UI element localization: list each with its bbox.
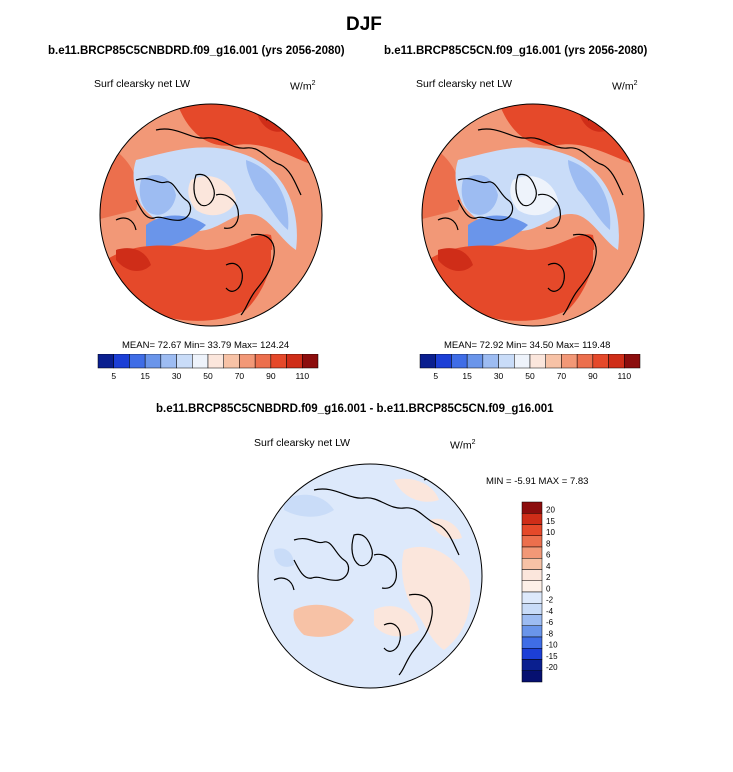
diff-colorbar-swatch bbox=[521, 636, 543, 649]
diff-colorbar-tick-label: -2 bbox=[546, 596, 554, 605]
diff-colorbar-tick-label: -15 bbox=[546, 652, 558, 661]
colorbar-swatch bbox=[286, 354, 303, 369]
panel-1-stats: MEAN= 72.67 Min= 33.79 Max= 124.24 bbox=[122, 340, 290, 351]
diff-colorbar-tick-label: 20 bbox=[546, 506, 555, 515]
panel-2-variable-label: Surf clearsky net LW bbox=[416, 78, 513, 90]
diff-colorbar-tick-label: 2 bbox=[546, 573, 551, 582]
diff-colorbar-tick-label: 8 bbox=[546, 539, 551, 548]
colorbar-swatch bbox=[592, 354, 609, 369]
colorbar-swatch bbox=[529, 354, 546, 369]
colorbar-swatch bbox=[160, 354, 177, 369]
diff-colorbar-swatch bbox=[521, 670, 543, 683]
colorbar-swatch bbox=[254, 354, 272, 369]
colorbar-swatch bbox=[466, 354, 484, 369]
colorbar-swatch bbox=[192, 354, 209, 369]
colorbar-swatch bbox=[176, 354, 193, 369]
colorbar-swatch bbox=[624, 354, 641, 369]
diff-units: W/m2 bbox=[450, 439, 476, 452]
colorbar-tick-label: 90 bbox=[588, 371, 598, 381]
colorbar-swatch bbox=[129, 354, 146, 369]
colorbar-swatch bbox=[223, 354, 240, 369]
colorbar-tick-label: 15 bbox=[462, 371, 472, 381]
diff-colorbar-tick-label: 0 bbox=[546, 584, 551, 593]
colorbar-swatch bbox=[97, 354, 114, 369]
diff-colorbar-tick-label: -6 bbox=[546, 618, 554, 627]
diff-polar-map bbox=[257, 463, 483, 689]
diff-colorbar-swatch bbox=[521, 591, 543, 604]
panel-2-stats: MEAN= 72.92 Min= 34.50 Max= 119.48 bbox=[444, 340, 611, 351]
diff-colorbar-tick-label: -8 bbox=[546, 629, 554, 638]
colorbar-swatch bbox=[144, 354, 162, 369]
diff-stats: MIN = -5.91 MAX = 7.83 bbox=[486, 476, 589, 487]
diff-colorbar-swatch bbox=[521, 648, 543, 660]
diff-colorbar-swatch bbox=[521, 513, 543, 525]
diff-colorbar-swatch bbox=[521, 546, 543, 559]
panel-2-colorbar: 51530507090110130 bbox=[419, 354, 641, 381]
diff-colorbar-swatch bbox=[521, 558, 543, 570]
panel-2-case-title: b.e11.BRCP85C5CN.f09_g16.001 (yrs 2056-2… bbox=[384, 45, 648, 57]
colorbar-tick-label: 50 bbox=[203, 371, 213, 381]
colorbar-swatch bbox=[435, 354, 452, 369]
diff-colorbar-swatch bbox=[521, 603, 543, 615]
diff-colorbar-tick-label: 15 bbox=[546, 517, 555, 526]
colorbar-swatch bbox=[239, 354, 256, 369]
colorbar-tick-label: 5 bbox=[111, 371, 116, 381]
colorbar-swatch bbox=[514, 354, 531, 369]
diff-colorbar-swatch bbox=[521, 535, 543, 548]
diff-colorbar-swatch bbox=[521, 569, 543, 581]
colorbar-swatch bbox=[207, 354, 224, 369]
colorbar-swatch bbox=[561, 354, 578, 369]
colorbar-swatch bbox=[545, 354, 562, 369]
diff-colorbar-swatch bbox=[521, 659, 543, 671]
colorbar-swatch bbox=[113, 354, 130, 369]
diff-case-title: b.e11.BRCP85C5CNBDRD.f09_g16.001 - b.e11… bbox=[156, 403, 554, 415]
page-title: DJF bbox=[346, 14, 382, 35]
colorbar-tick-label: 70 bbox=[235, 371, 245, 381]
colorbar-tick-label: 110 bbox=[618, 371, 632, 381]
panel-1-polar-map bbox=[99, 103, 323, 327]
colorbar-swatch bbox=[419, 354, 436, 369]
colorbar-swatch bbox=[451, 354, 468, 369]
colorbar-swatch bbox=[270, 354, 287, 369]
diff-colorbar-swatch bbox=[521, 501, 543, 514]
colorbar-tick-label: 5 bbox=[433, 371, 438, 381]
panel-1-case-title: b.e11.BRCP85C5CNBDRD.f09_g16.001 (yrs 20… bbox=[48, 45, 345, 57]
colorbar-tick-label: 70 bbox=[557, 371, 567, 381]
diff-colorbar-tick-label: 4 bbox=[546, 562, 551, 571]
diff-colorbar-tick-label: -4 bbox=[546, 607, 554, 616]
colorbar-swatch bbox=[576, 354, 594, 369]
colorbar-tick-label: 90 bbox=[266, 371, 276, 381]
panel-1-units: W/m2 bbox=[290, 80, 316, 93]
panel-2-polar-map bbox=[421, 103, 645, 327]
colorbar-swatch bbox=[608, 354, 625, 369]
diff-colorbar-tick-label: 10 bbox=[546, 528, 555, 537]
colorbar-swatch bbox=[302, 354, 319, 369]
colorbar-tick-label: 30 bbox=[172, 371, 182, 381]
diff-colorbar-swatch bbox=[521, 524, 543, 536]
panel-1-colorbar: 51530507090110130 bbox=[97, 354, 319, 381]
panel-1-variable-label: Surf clearsky net LW bbox=[94, 78, 191, 90]
diff-colorbar-swatch bbox=[521, 614, 543, 626]
diff-colorbar-swatch bbox=[521, 580, 543, 593]
diff-colorbar-tick-label: 6 bbox=[546, 551, 551, 560]
colorbar-swatch bbox=[482, 354, 499, 369]
colorbar-swatch bbox=[498, 354, 515, 369]
panel-2-units: W/m2 bbox=[612, 80, 638, 93]
diff-colorbar-swatch bbox=[521, 625, 543, 638]
colorbar-tick-label: 110 bbox=[296, 371, 310, 381]
diff-colorbar-tick-label: -20 bbox=[546, 663, 558, 672]
diff-variable-label: Surf clearsky net LW bbox=[254, 437, 351, 449]
colorbar-tick-label: 30 bbox=[494, 371, 504, 381]
diff-colorbar-tick-label: -10 bbox=[546, 641, 558, 650]
colorbar-tick-label: 15 bbox=[140, 371, 150, 381]
colorbar-tick-label: 50 bbox=[525, 371, 535, 381]
